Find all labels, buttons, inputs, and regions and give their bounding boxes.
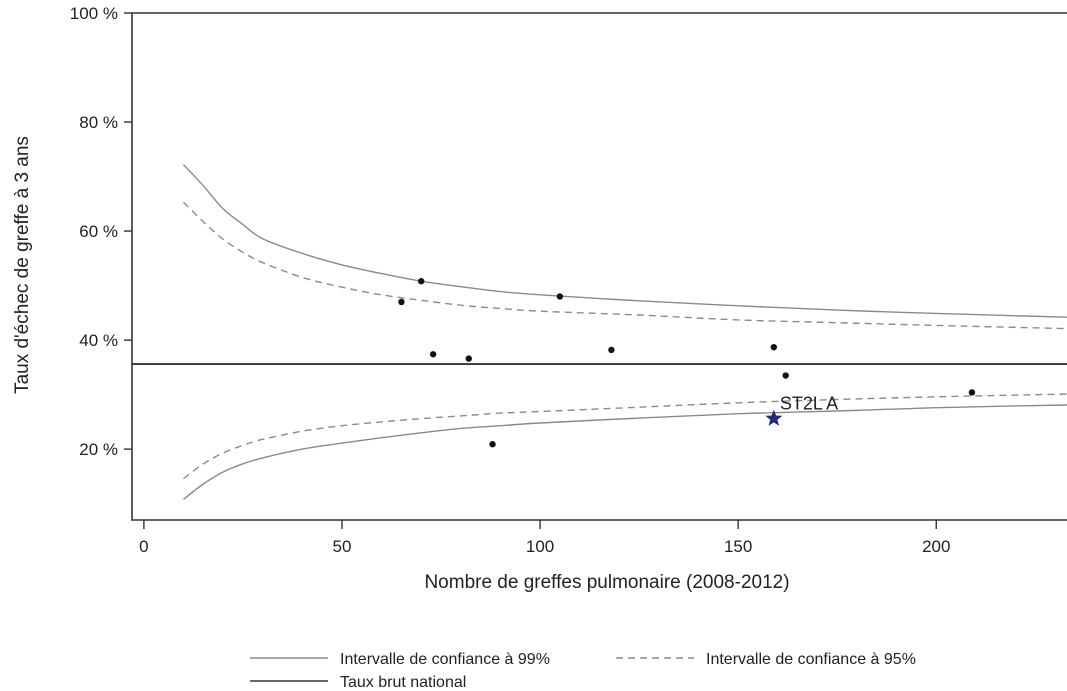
data-point (556, 293, 564, 300)
ci95-upper-line (183, 201, 1067, 330)
plot-area: ST2L A (132, 164, 1067, 500)
legend-ci95-label: Intervalle de confiance à 95% (706, 651, 916, 668)
highlight-label: ST2L A (780, 394, 838, 414)
y-tick-label: 20 % (79, 440, 118, 459)
legend-national-label: Taux brut national (340, 674, 466, 691)
x-tick-label: 100 (526, 537, 554, 556)
legend: Intervalle de confiance à 99% Intervalle… (250, 651, 916, 691)
ci99-upper-line (182, 164, 1067, 318)
ci99-lower-line (183, 404, 1067, 500)
y-tick-label: 40 % (79, 331, 118, 350)
legend-ci99-label: Intervalle de confiance à 99% (340, 651, 550, 668)
data-point (465, 355, 472, 362)
data-point (418, 278, 425, 285)
data-point (968, 389, 976, 396)
x-tick-label: 150 (724, 537, 752, 556)
y-tick-label: 60 % (79, 222, 118, 241)
data-point (489, 441, 496, 448)
x-tick-label: 50 (333, 537, 352, 556)
data-point (608, 346, 615, 354)
x-axis-label: Nombre de greffes pulmonaire (2008-2012) (424, 572, 789, 593)
data-point (429, 351, 437, 358)
data-point (782, 372, 789, 379)
x-tick-label: 0 (139, 537, 148, 556)
ci95-lower-line (183, 393, 1067, 480)
plot-frame (131, 12, 1067, 521)
y-tick-label: 100 % (70, 4, 118, 23)
y-tick-label: 80 % (79, 113, 118, 132)
data-point (770, 343, 778, 351)
y-axis-label: Taux d'échec de greffe à 3 ans (12, 136, 33, 394)
x-tick-label: 200 (922, 537, 950, 556)
highlight-star-marker (765, 409, 783, 426)
data-point (398, 298, 405, 306)
